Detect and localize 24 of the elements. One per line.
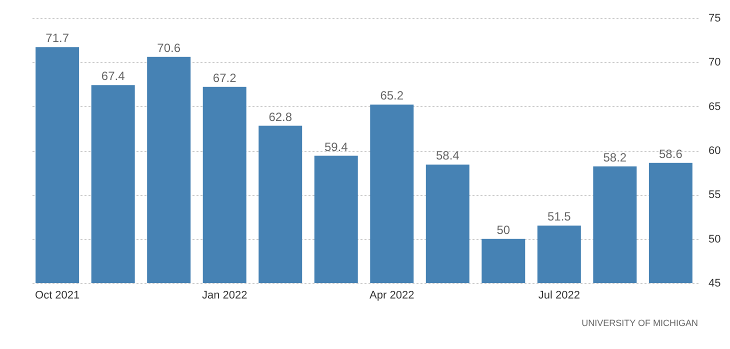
data-label: 65.2 <box>380 88 404 103</box>
y-tick-label: 45 <box>708 278 721 290</box>
y-tick-label: 55 <box>708 189 721 202</box>
x-tick-label: Apr 2022 <box>370 290 414 302</box>
data-label: 70.6 <box>157 40 181 55</box>
data-label: 59.4 <box>324 140 348 154</box>
x-tick-label: Oct 2021 <box>35 290 80 302</box>
y-tick-label: 75 <box>708 12 721 24</box>
data-label: 67.2 <box>212 70 237 85</box>
y-tick-label: 60 <box>708 145 721 157</box>
data-label: 51.5 <box>547 210 572 224</box>
data-label: 71.7 <box>46 31 70 46</box>
data-label: 50 <box>496 222 510 237</box>
y-tick-label: 50 <box>708 233 721 246</box>
data-label: 67.4 <box>101 69 126 84</box>
y-tick-label: 65 <box>708 100 721 113</box>
data-label: 58.4 <box>436 148 460 163</box>
y-tick-label: 70 <box>708 56 721 69</box>
x-tick-label: Jan 2022 <box>202 290 248 302</box>
data-label: 58.6 <box>659 146 683 161</box>
data-label: 58.2 <box>603 150 627 164</box>
text: UNIVERSITY OF MICHIGAN <box>582 318 698 328</box>
x-tick-label: Jul 2022 <box>538 290 580 302</box>
data-label: 62.8 <box>268 110 292 124</box>
